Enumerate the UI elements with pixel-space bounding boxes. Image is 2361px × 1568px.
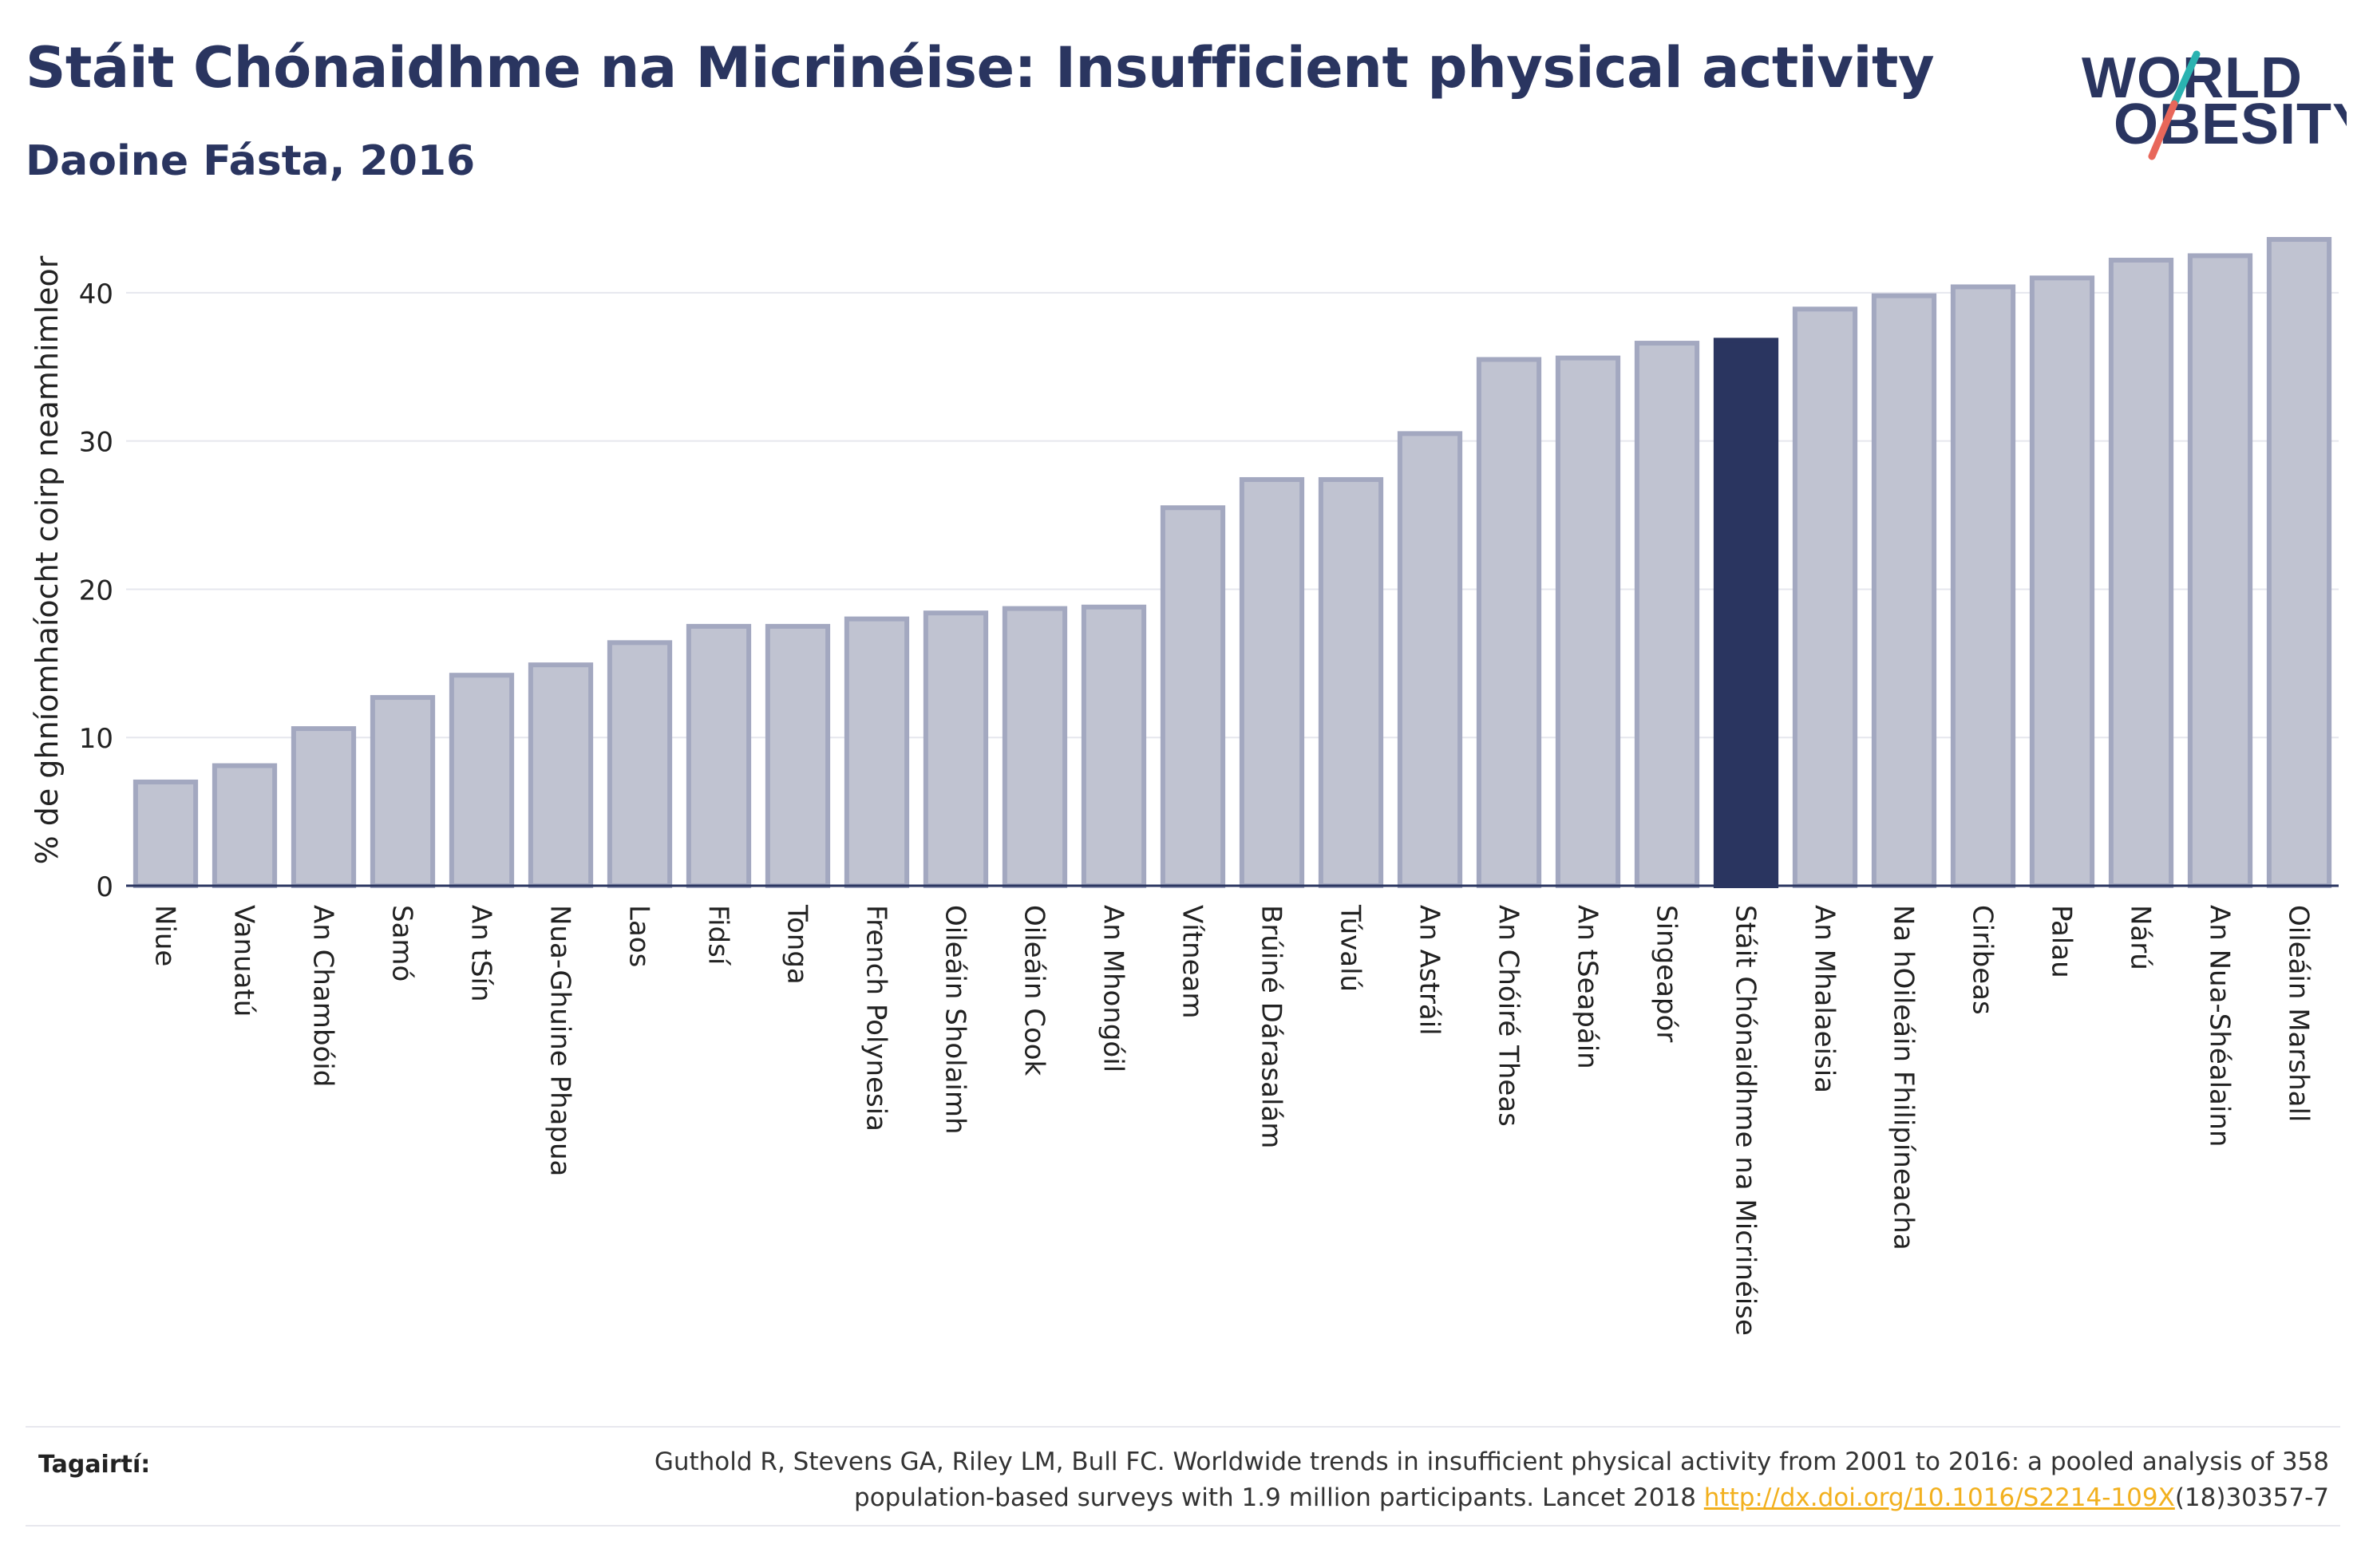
bar <box>449 673 515 888</box>
references-text: Guthold R, Stevens GA, Riley LM, Bull FC… <box>493 1444 2329 1516</box>
bar <box>1318 476 1384 888</box>
bar <box>1871 293 1937 888</box>
bar <box>1397 431 1463 888</box>
chart-subtitle: Daoine Fásta, 2016 <box>26 137 476 185</box>
reference-line-1: Guthold R, Stevens GA, Riley LM, Bull FC… <box>654 1448 2329 1476</box>
x-tick-label: Nua-Ghuine Phapua <box>544 905 576 1176</box>
chart-title: Stáit Chónaidhme na Micrinéise: Insuffic… <box>26 35 1935 101</box>
reference-line-2: population-based surveys with 1.9 millio… <box>854 1483 1704 1512</box>
x-tick-label: Oileáin Cook <box>1018 905 1050 1076</box>
bar <box>686 623 752 889</box>
reference-doi-link[interactable]: http://dx.doi.org/10.1016/S2214-109X <box>1703 1483 2175 1512</box>
bar <box>1950 284 2016 888</box>
references-bottom-divider <box>26 1525 2340 1527</box>
x-tick-label: Brúiné Dárasalám <box>1256 905 1287 1148</box>
x-tick-label: French Polynesia <box>860 905 892 1132</box>
bar <box>1634 341 1700 888</box>
x-tick-label: Vanuatú <box>228 905 260 1017</box>
bar <box>1239 476 1305 888</box>
x-tick-label: An Nua-Shéalainn <box>2204 905 2236 1147</box>
y-tick-label: 40 <box>79 278 113 310</box>
bar <box>212 763 278 889</box>
x-tick-label: Fidsí <box>702 905 734 966</box>
x-tick-label: Vítneam <box>1177 905 1208 1018</box>
world-obesity-logo: WORLD OBESITY <box>2082 46 2347 160</box>
references-label: Tagairtí: <box>38 1451 151 1479</box>
x-tick-label: Palau <box>2046 905 2078 978</box>
y-tick-label: 10 <box>79 723 113 755</box>
bar <box>528 662 594 888</box>
bar <box>291 726 357 888</box>
x-tick-label: Na hOileáin Fhilipíneacha <box>1888 905 1920 1250</box>
bar <box>765 623 831 889</box>
x-tick-label: An Chambóid <box>307 905 339 1087</box>
x-tick-label: An Mhalaeisia <box>1809 905 1841 1093</box>
x-tick-label: Ciribeas <box>1967 905 1999 1015</box>
reference-line-2-suffix: (18)30357-7 <box>2174 1483 2329 1512</box>
x-tick-label: An Mhongóil <box>1097 905 1129 1072</box>
y-tick-label: 20 <box>79 575 113 606</box>
bar <box>923 610 989 888</box>
x-axis-ticks: Niue Vanuatú An Chambóid Samó An tSín Nua-Ghu… <box>149 904 2315 1336</box>
bar <box>1002 606 1068 889</box>
bar <box>1476 357 1542 888</box>
bar <box>2029 275 2095 888</box>
y-tick-label: 30 <box>79 427 113 459</box>
logo-word-obesity: OBESITY <box>2114 93 2347 156</box>
bar <box>607 640 673 889</box>
x-tick-label: Niue <box>149 905 181 966</box>
x-tick-label: Túvalú <box>1335 904 1366 992</box>
bar <box>370 695 436 888</box>
x-tick-label: An Chóiré Theas <box>1493 905 1525 1127</box>
x-tick-label: An tSeapáin <box>1572 905 1604 1069</box>
logo-slash-red-icon <box>2148 100 2178 160</box>
x-tick-label: Singeapór <box>1651 905 1683 1042</box>
x-tick-label: Stáit Chónaidhme na Micrinéise <box>1730 905 1762 1336</box>
x-tick-label: Nárú <box>2125 905 2157 970</box>
bar <box>2187 253 2253 888</box>
y-tick-label: 0 <box>96 871 113 903</box>
bar <box>132 779 199 889</box>
x-tick-label: Tonga <box>781 904 813 985</box>
x-tick-label: Samó <box>386 905 418 981</box>
x-tick-label: Laos <box>623 905 655 967</box>
y-axis-ticks: 0 10 20 30 40 <box>79 278 113 903</box>
x-tick-label: Oileáin Marshall <box>2283 905 2315 1122</box>
bar <box>1081 604 1147 888</box>
bar <box>1792 306 1858 888</box>
x-tick-label: Oileáin Sholaimh <box>939 905 971 1135</box>
x-tick-label: An Astráil <box>1414 905 1445 1036</box>
logo-slash-teal-icon <box>2170 50 2201 108</box>
chart-bars <box>132 237 2332 889</box>
y-axis-label: % de ghníomhaíocht coirp neamhimleor <box>30 255 65 864</box>
bar <box>1555 355 1621 888</box>
references-top-divider <box>26 1426 2340 1428</box>
bar-highlight <box>1713 338 1779 888</box>
bar <box>2108 258 2174 889</box>
bar <box>1160 505 1226 888</box>
bar <box>844 616 910 888</box>
x-tick-label: An tSín <box>465 905 497 1002</box>
bar <box>2266 237 2332 888</box>
